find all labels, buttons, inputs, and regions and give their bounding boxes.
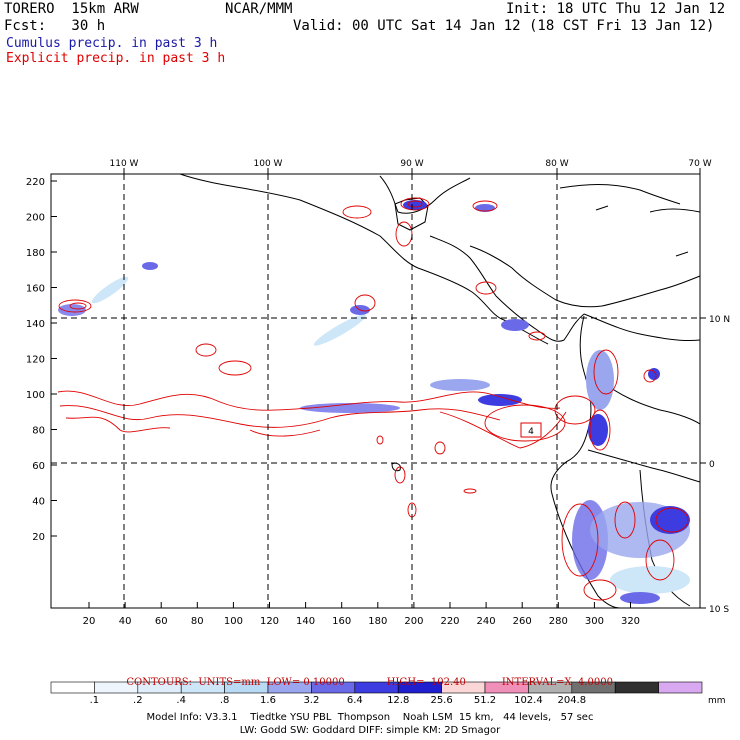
x-tick-label: 160 [332, 616, 351, 627]
colorbar: .1 .2 .4 .8 1.6 3.2 6.4 12.8 25.6 51.2 102.4 204.8 m… [50, 681, 726, 706]
y-tick-label: 120 [26, 355, 45, 366]
yucatan [394, 197, 429, 231]
bottom-axis: 20 40 60 80 100 120 140 160 180 200 220 240 260 280 30… [83, 602, 640, 627]
colorbar-swatch [50, 681, 95, 694]
inner-border1 [587, 449, 701, 483]
colorbar-label: 51.2 [474, 695, 496, 706]
axis-ticks [123, 168, 706, 609]
x-tick-label: 20 [83, 616, 96, 627]
caribbean-coast [469, 245, 701, 308]
lon-label: 110 W [110, 159, 139, 169]
contour-high: HIGH= 102.40 [386, 677, 466, 688]
contour-label: 4 [528, 427, 534, 437]
lon-label: 90 W [400, 159, 423, 169]
andes-border [599, 379, 701, 425]
hispaniola [649, 208, 701, 213]
x-tick-label: 140 [296, 616, 315, 627]
x-tick-label: 40 [119, 616, 132, 627]
footer-physics-info: LW: Godd SW: Goddard DIFF: simple KM: 2D… [239, 725, 501, 736]
forecast-hour: Fcst: 30 h [4, 18, 106, 34]
x-tick-label: 80 [191, 616, 204, 627]
colorbar-label: .4 [176, 695, 186, 706]
lat-label: 0 [709, 460, 715, 470]
mexico-coast [179, 173, 549, 345]
legend-cumulus: Cumulus precip. in past 3 h [6, 36, 218, 51]
colorbar-swatch [658, 681, 703, 694]
colorbar-label: 102.4 [514, 695, 543, 706]
y-tick-label: 180 [26, 248, 45, 259]
organization: NCAR/MMM [225, 1, 293, 17]
itcz-band [57, 390, 561, 411]
lon-label: 70 W [688, 159, 711, 169]
explicit-precip [57, 197, 689, 601]
y-tick-label: 200 [26, 213, 45, 224]
cumulus-precip [58, 200, 690, 604]
colorbar-label: .2 [133, 695, 143, 706]
south-america-north [583, 313, 701, 341]
colorbar-label: 204.8 [557, 695, 586, 706]
contour-title: CONTOURS: UNITS=mm LOW= 0.10000 [126, 677, 345, 688]
lat-label: 10 S [709, 605, 729, 615]
y-tick-label: 220 [26, 177, 45, 188]
gulf-coast [379, 175, 471, 214]
islands [595, 205, 689, 257]
x-tick-label: 280 [549, 616, 568, 627]
y-tick-label: 80 [32, 426, 45, 437]
y-tick-label: 160 [26, 284, 45, 295]
cuba [559, 184, 681, 205]
x-tick-label: 120 [260, 616, 279, 627]
lat-label: 10 N [709, 315, 730, 325]
valid-time: Valid: 00 UTC Sat 14 Jan 12 (18 CST Fri … [293, 18, 715, 34]
colorbar-label: .8 [220, 695, 230, 706]
x-tick-label: 100 [224, 616, 243, 627]
y-tick-label: 100 [26, 390, 45, 401]
init-time: Init: 18 UTC Thu 12 Jan 12 [506, 1, 726, 17]
x-tick-label: 180 [368, 616, 387, 627]
colorbar-label: 12.8 [387, 695, 409, 706]
x-tick-label: 60 [155, 616, 168, 627]
central-america [429, 235, 585, 342]
y-tick-label: 60 [32, 461, 45, 472]
grid-lines [51, 174, 700, 608]
x-tick-label: 240 [477, 616, 496, 627]
top-axis: 110 W 100 W 90 W 80 W 70 W [110, 159, 712, 169]
x-tick-label: 260 [513, 616, 532, 627]
lon-label: 100 W [254, 159, 283, 169]
y-tick-label: 20 [32, 532, 45, 543]
colorbar-unit: mm [708, 696, 726, 706]
contour-info: CONTOURS: UNITS=mm LOW= 0.10000 HIGH= 102… [120, 666, 613, 688]
contour-label-box [520, 422, 542, 438]
right-axis: 10 N 0 10 S [709, 315, 730, 615]
colorbar-label: 1.6 [260, 695, 276, 706]
colorbar-label: 6.4 [347, 695, 363, 706]
x-tick-label: 320 [621, 616, 640, 627]
model-name: TORERO 15km ARW [4, 1, 139, 17]
y-tick-label: 140 [26, 319, 45, 330]
y-tick-label: 40 [32, 497, 45, 508]
inner-border2 [639, 469, 691, 607]
map-frame [50, 173, 701, 609]
x-tick-label: 220 [440, 616, 459, 627]
footer-model-info: Model Info: V3.3.1 Tiedtke YSU PBL Thomp… [146, 712, 594, 723]
contour-interval: INTERVAL=X 4.0000 [501, 677, 613, 688]
x-tick-label: 300 [585, 616, 604, 627]
x-tick-label: 200 [404, 616, 423, 627]
colorbar-label: 3.2 [303, 695, 319, 706]
left-axis: 220 200 180 160 140 120 100 80 60 40 20 [26, 177, 57, 543]
ecuador-peru-coast [550, 461, 621, 609]
colorbar-label: .1 [90, 695, 100, 706]
lon-label: 80 W [545, 159, 568, 169]
colorbar-swatch [614, 681, 659, 694]
colorbar-label: 25.6 [430, 695, 452, 706]
legend-explicit: Explicit precip. in past 3 h [6, 51, 226, 66]
